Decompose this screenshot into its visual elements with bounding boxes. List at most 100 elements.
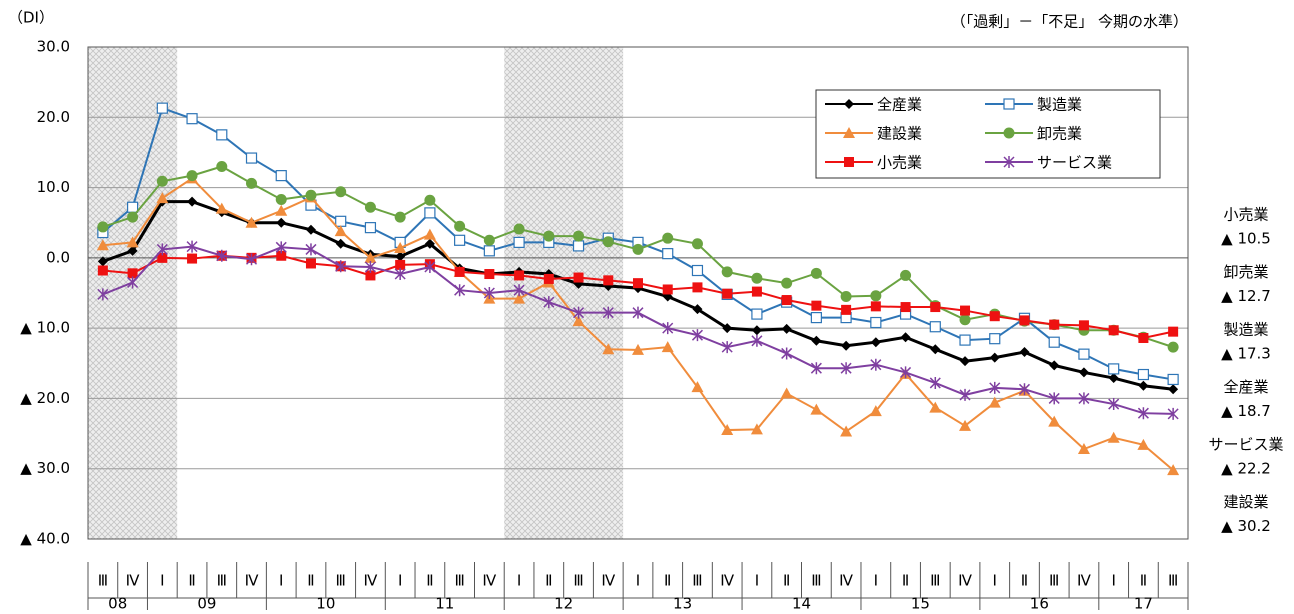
x-tick-label: Ⅳ — [958, 572, 972, 590]
point — [364, 260, 376, 273]
point — [156, 243, 168, 256]
point — [1077, 443, 1090, 455]
point — [841, 340, 852, 351]
point — [959, 388, 971, 401]
point — [127, 245, 138, 256]
end-label-name: 卸売業 — [1223, 263, 1268, 281]
point — [156, 102, 168, 114]
point — [960, 356, 971, 367]
point — [989, 352, 1000, 363]
point — [811, 300, 822, 311]
point — [1137, 407, 1149, 420]
x-tick-label: Ⅰ — [398, 572, 402, 590]
x-tick-label: Ⅱ — [1140, 572, 1147, 590]
point — [246, 177, 258, 189]
point — [395, 251, 406, 262]
point — [1168, 384, 1179, 395]
point — [691, 329, 703, 342]
point — [187, 196, 198, 207]
point — [841, 304, 852, 315]
point — [335, 260, 347, 273]
x-tick-label: Ⅰ — [993, 572, 997, 590]
point — [751, 272, 763, 284]
point — [573, 272, 584, 283]
x-tick-label: Ⅱ — [783, 572, 790, 590]
x-tick-label: Ⅲ — [336, 572, 346, 590]
point — [960, 305, 971, 316]
point — [394, 268, 406, 281]
point — [157, 252, 168, 263]
point — [722, 323, 733, 334]
point — [275, 194, 287, 206]
point — [1108, 325, 1119, 336]
point — [335, 238, 346, 249]
end-label-name: 全産業 — [1223, 378, 1268, 396]
year-label: 16 — [1030, 595, 1049, 611]
x-tick-label: Ⅰ — [874, 572, 878, 590]
y-tick-label: 0.0 — [46, 248, 70, 266]
point — [750, 423, 763, 435]
x-tick-label: Ⅲ — [98, 572, 108, 590]
point — [454, 220, 466, 232]
end-label-value: ▲ 18.7 — [1221, 402, 1271, 420]
point — [661, 341, 674, 353]
point — [780, 387, 793, 399]
point — [988, 396, 1001, 408]
point — [97, 265, 108, 276]
point — [484, 269, 495, 280]
point — [216, 249, 228, 262]
x-tick-label: Ⅱ — [426, 572, 433, 590]
point — [722, 288, 733, 299]
point — [870, 358, 882, 371]
point — [1049, 360, 1060, 371]
x-tick-label: Ⅲ — [1168, 572, 1178, 590]
x-tick-label: Ⅰ — [1111, 572, 1115, 590]
year-label: 12 — [554, 595, 573, 611]
point — [900, 269, 912, 281]
point — [156, 175, 168, 187]
point — [751, 334, 763, 347]
point — [1018, 383, 1031, 396]
point — [454, 284, 466, 297]
y-tick-label: 10.0 — [37, 178, 70, 196]
point — [811, 335, 822, 346]
point — [126, 236, 139, 248]
point — [483, 245, 495, 257]
point — [870, 301, 881, 312]
point — [1078, 392, 1090, 405]
point — [781, 323, 792, 334]
point — [335, 186, 347, 198]
point — [751, 308, 763, 320]
point — [127, 211, 139, 223]
point — [662, 322, 674, 335]
point — [721, 266, 733, 278]
point — [126, 201, 139, 213]
point — [543, 273, 554, 284]
point — [394, 242, 407, 254]
x-tick-label: Ⅲ — [1049, 572, 1059, 590]
x-tick-label: Ⅰ — [636, 572, 640, 590]
point — [572, 240, 585, 252]
series — [96, 172, 1180, 476]
point — [929, 321, 941, 333]
x-tick-label: Ⅲ — [454, 572, 464, 590]
point — [602, 236, 614, 248]
point — [1167, 464, 1180, 476]
year-label: 15 — [911, 595, 930, 611]
point — [305, 258, 316, 269]
point — [662, 284, 673, 295]
x-tick-label: Ⅳ — [482, 572, 496, 590]
point — [543, 296, 555, 309]
point — [691, 381, 704, 393]
point — [810, 312, 822, 324]
point — [989, 333, 1001, 345]
point — [1107, 431, 1120, 443]
point — [959, 419, 972, 431]
point — [751, 325, 762, 336]
point — [1078, 367, 1089, 378]
series — [97, 196, 1179, 395]
point — [513, 292, 526, 304]
point — [305, 189, 317, 201]
